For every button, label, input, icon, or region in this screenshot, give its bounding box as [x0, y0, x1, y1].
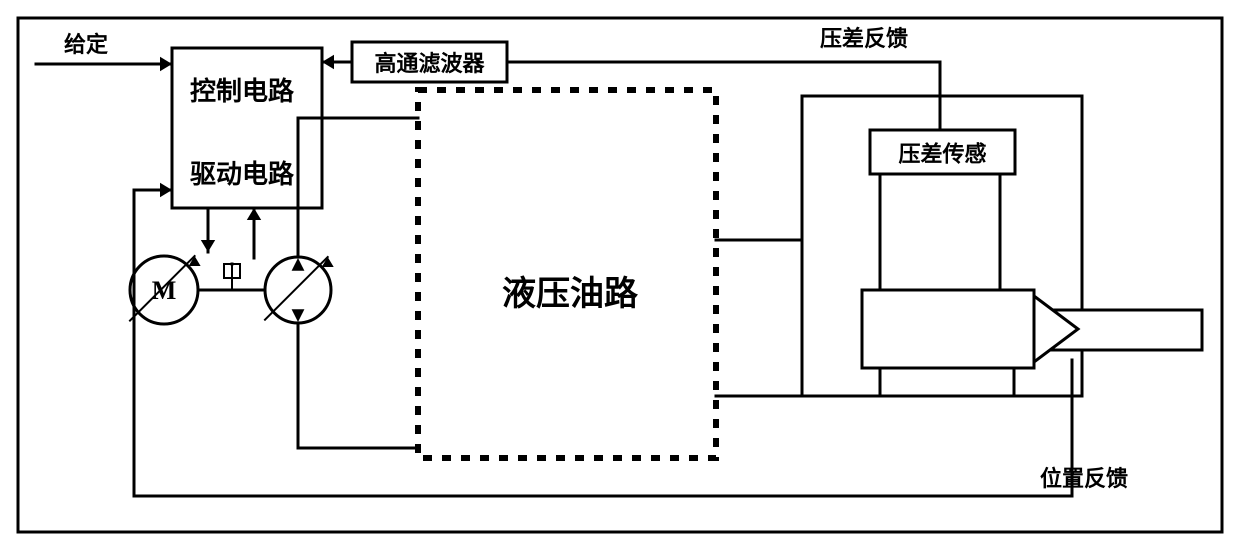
arrow-head: [247, 208, 261, 220]
actuator-body: [862, 290, 1034, 368]
arrow-head: [160, 183, 172, 197]
controller-label-1: 控制电路: [190, 76, 295, 106]
arrow-head: [322, 55, 334, 69]
dp-sensor-label: 压差传感: [898, 142, 986, 167]
arrow-head: [160, 57, 172, 71]
hydraulic-label: 液压油路: [502, 275, 639, 313]
given-label: 给定: [64, 32, 108, 57]
diagram-canvas: 控制电路驱动电路 高通滤波器液压油路 压差传感 M 给定 压差反馈位置反馈: [0, 0, 1240, 552]
hydraulic-box: [418, 90, 716, 458]
motor-m-label: M: [152, 276, 177, 305]
actuator-nose: [1034, 296, 1078, 362]
pos-feedback-label: 位置反馈: [1040, 466, 1128, 491]
arrow-head: [201, 240, 215, 252]
controller-label-2: 驱动电路: [190, 159, 295, 189]
dp-feedback-label: 压差反馈: [820, 26, 908, 51]
filter-label: 高通滤波器: [374, 51, 485, 76]
